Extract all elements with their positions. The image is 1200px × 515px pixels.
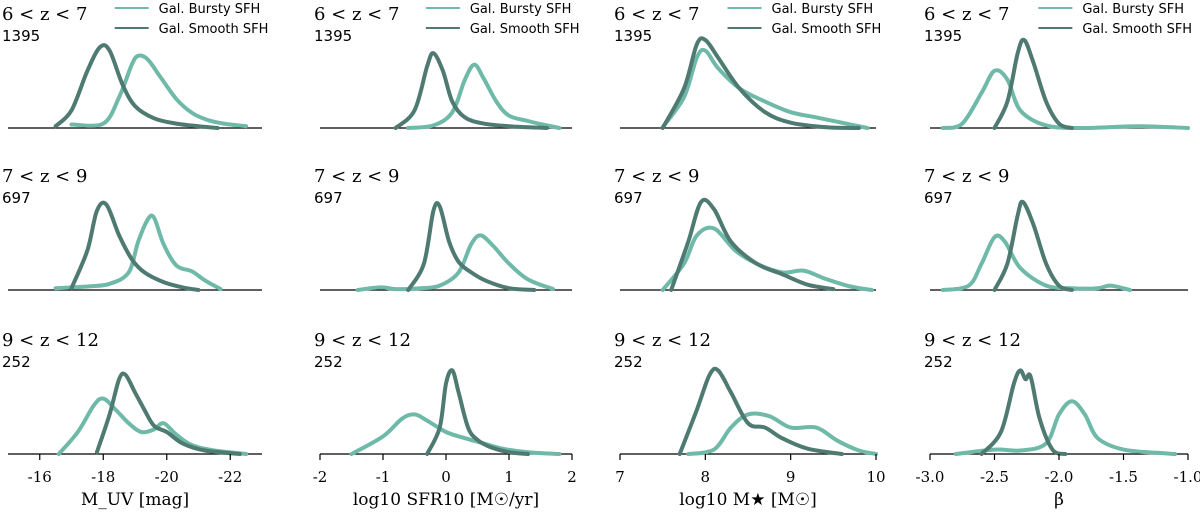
count-label: 697	[614, 189, 643, 207]
count-label: 697	[314, 189, 343, 207]
redshift-label: 7 < z < 9	[614, 166, 699, 187]
tick-label: -22	[218, 468, 242, 486]
panel-sfr-row1: 6 < z < 7 1395 Gal. Bursty SFH Gal. Smooth …	[314, 2, 580, 130]
tick-label: 7	[615, 468, 625, 486]
bursty-sfh-curve	[355, 233, 556, 292]
redshift-label: 9 < z < 12	[924, 330, 1021, 351]
bursty-sfh-curve	[953, 399, 1178, 456]
count-label: 1395	[2, 27, 40, 45]
smooth-sfh-curve	[979, 368, 1068, 456]
x-axis-label: log10 M★ [M☉]	[679, 490, 817, 510]
bursty-sfh-curve	[940, 233, 1132, 292]
smooth-sfh-curve	[669, 197, 836, 292]
legend-bursty-label: Gal. Bursty SFH	[470, 2, 572, 17]
smooth-sfh-curve	[406, 201, 537, 292]
tick-label: -1.0	[1174, 468, 1200, 486]
panel-sfr-row2: 7 < z < 9 697	[314, 166, 572, 292]
panel-beta-row1: 6 < z < 7 1395 Gal. Bursty SFH Gal. Smooth …	[924, 2, 1192, 131]
tick-label: -1.5	[1109, 468, 1138, 486]
smooth-sfh-curve	[69, 200, 201, 292]
smooth-sfh-curve	[393, 51, 549, 130]
smooth-sfh-curve	[992, 199, 1074, 292]
count-label: 697	[924, 189, 953, 207]
legend-smooth-label: Gal. Smooth SFH	[1082, 22, 1192, 37]
panel-sfr-row3: 9 < z < 12 252 -2 -1 0 1 2 log10 SFR10 [M☉/yr]	[313, 330, 577, 510]
panel-muv-row2: 7 < z < 9 697	[2, 166, 262, 292]
count-label: 1395	[314, 27, 352, 45]
x-axis-label: β	[1054, 490, 1064, 510]
legend-smooth-label: Gal. Smooth SFH	[470, 22, 580, 37]
count-label: 252	[614, 353, 643, 371]
bursty-sfh-curve	[406, 62, 562, 130]
redshift-label: 7 < z < 9	[314, 166, 399, 187]
tick-label: 0	[441, 468, 451, 486]
redshift-label: 9 < z < 12	[2, 330, 99, 351]
x-axis-label: M_UV [mag]	[81, 490, 189, 510]
redshift-label: 9 < z < 12	[314, 330, 411, 351]
count-label: 252	[2, 353, 31, 371]
redshift-label: 7 < z < 9	[924, 166, 1009, 187]
count-label: 1395	[614, 27, 652, 45]
smooth-sfh-curve	[992, 37, 1074, 130]
redshift-label: 6 < z < 7	[314, 4, 399, 25]
panel-mstar-row1: 6 < z < 7 1395 Gal. Bursty SFH Gal. Smooth …	[614, 2, 882, 130]
smooth-sfh-curve	[94, 371, 242, 456]
redshift-label: 7 < z < 9	[2, 166, 87, 187]
x-axis-label: log10 SFR10 [M☉/yr]	[353, 490, 539, 510]
tick-label: 9	[786, 468, 796, 486]
count-label: 252	[314, 353, 343, 371]
redshift-label: 9 < z < 12	[614, 330, 711, 351]
bursty-sfh-curve	[349, 412, 562, 456]
bursty-sfh-curve	[53, 213, 223, 292]
tick-label: -16	[28, 468, 52, 486]
tick-label: -3.0	[916, 468, 945, 486]
redshift-label: 6 < z < 7	[614, 4, 699, 25]
tick-label: 10	[866, 468, 885, 486]
panel-muv-row1: 6 < z < 7 1395 Gal. Bursty SFH Gal. Smooth …	[2, 2, 269, 130]
redshift-label: 6 < z < 7	[924, 4, 1009, 25]
bursty-sfh-curve	[69, 53, 249, 129]
panel-muv-row3: 9 < z < 12 252 -16 -18 -20 -22 M_UV [mag]	[2, 330, 262, 510]
smooth-sfh-curve	[425, 368, 530, 456]
bursty-sfh-curve	[686, 411, 878, 456]
count-label: 697	[2, 189, 31, 207]
count-label: 252	[924, 353, 953, 371]
panel-beta-row2: 7 < z < 9 697	[924, 166, 1188, 292]
smooth-sfh-curve	[660, 36, 861, 130]
tick-label: -20	[155, 468, 179, 486]
legend-bursty-label: Gal. Bursty SFH	[772, 2, 874, 17]
tick-label: -1	[376, 468, 391, 486]
panel-mstar-row2: 7 < z < 9 697	[614, 166, 876, 292]
smooth-sfh-curve	[53, 43, 220, 130]
tick-label: -2.0	[1045, 468, 1074, 486]
tick-label: -2	[313, 468, 328, 486]
tick-label: 8	[701, 468, 711, 486]
smooth-sfh-curve	[677, 366, 844, 456]
tick-label: 1	[504, 468, 514, 486]
legend-smooth-label: Gal. Smooth SFH	[772, 22, 882, 37]
legend-smooth-label: Gal. Smooth SFH	[159, 22, 269, 37]
bursty-sfh-curve	[660, 225, 874, 292]
tick-label: 2	[567, 468, 577, 486]
tick-label: -2.5	[980, 468, 1009, 486]
bursty-sfh-curve	[940, 68, 1190, 131]
count-label: 1395	[924, 27, 962, 45]
panel-mstar-row3: 9 < z < 12 252 7 8 9 10 log10 M★ [M☉]	[614, 330, 886, 510]
tick-label: -18	[91, 468, 115, 486]
panel-beta-row3: 9 < z < 12 252 -3.0 -2.5 -2.0 -1.5 -1.0 β	[916, 330, 1200, 510]
legend-bursty-label: Gal. Bursty SFH	[159, 2, 261, 17]
legend-bursty-label: Gal. Bursty SFH	[1082, 2, 1184, 17]
redshift-label: 6 < z < 7	[2, 4, 87, 25]
